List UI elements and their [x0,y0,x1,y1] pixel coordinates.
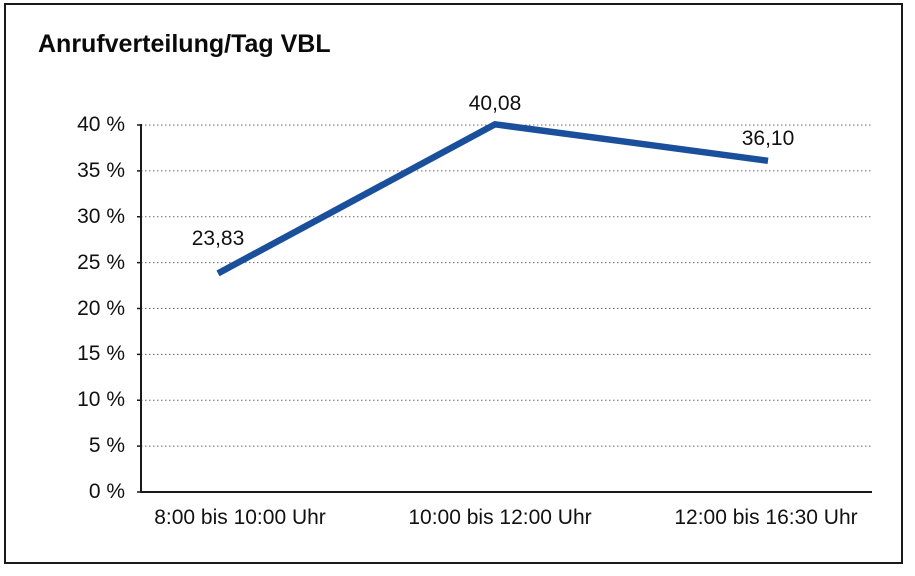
chart-border-frame [4,3,903,564]
y-axis-tick-label-20: 20 % [77,296,125,320]
chart-title: Anrufverteilung/Tag VBL [38,30,331,58]
y-axis-tick-label-40: 40 % [77,113,125,136]
x-axis-category-label: 10:00 bis 12:00 Uhr [408,506,592,529]
data-point-label: 36,10 [741,126,795,150]
y-axis-tick-label-30: 30 % [77,204,125,228]
y-axis-tick-label-35: 35 % [77,158,125,182]
y-axis-tick-label-15: 15 % [77,342,125,366]
x-axis-category-label: 8:00 bis 10:00 Uhr [154,506,326,529]
x-axis-category-label: 12:00 bis 16:30 Uhr [674,506,858,529]
data-point-label: 23,83 [191,227,245,251]
y-axis-tick-label-5: 5 % [88,434,125,458]
y-axis-tick-label-0: 0 % [88,480,125,503]
data-line-series [216,120,769,277]
y-axis-tick-label-10: 10 % [77,388,125,412]
y-axis-tick-label-25: 25 % [77,250,125,274]
data-point-label: 40,08 [468,92,522,116]
